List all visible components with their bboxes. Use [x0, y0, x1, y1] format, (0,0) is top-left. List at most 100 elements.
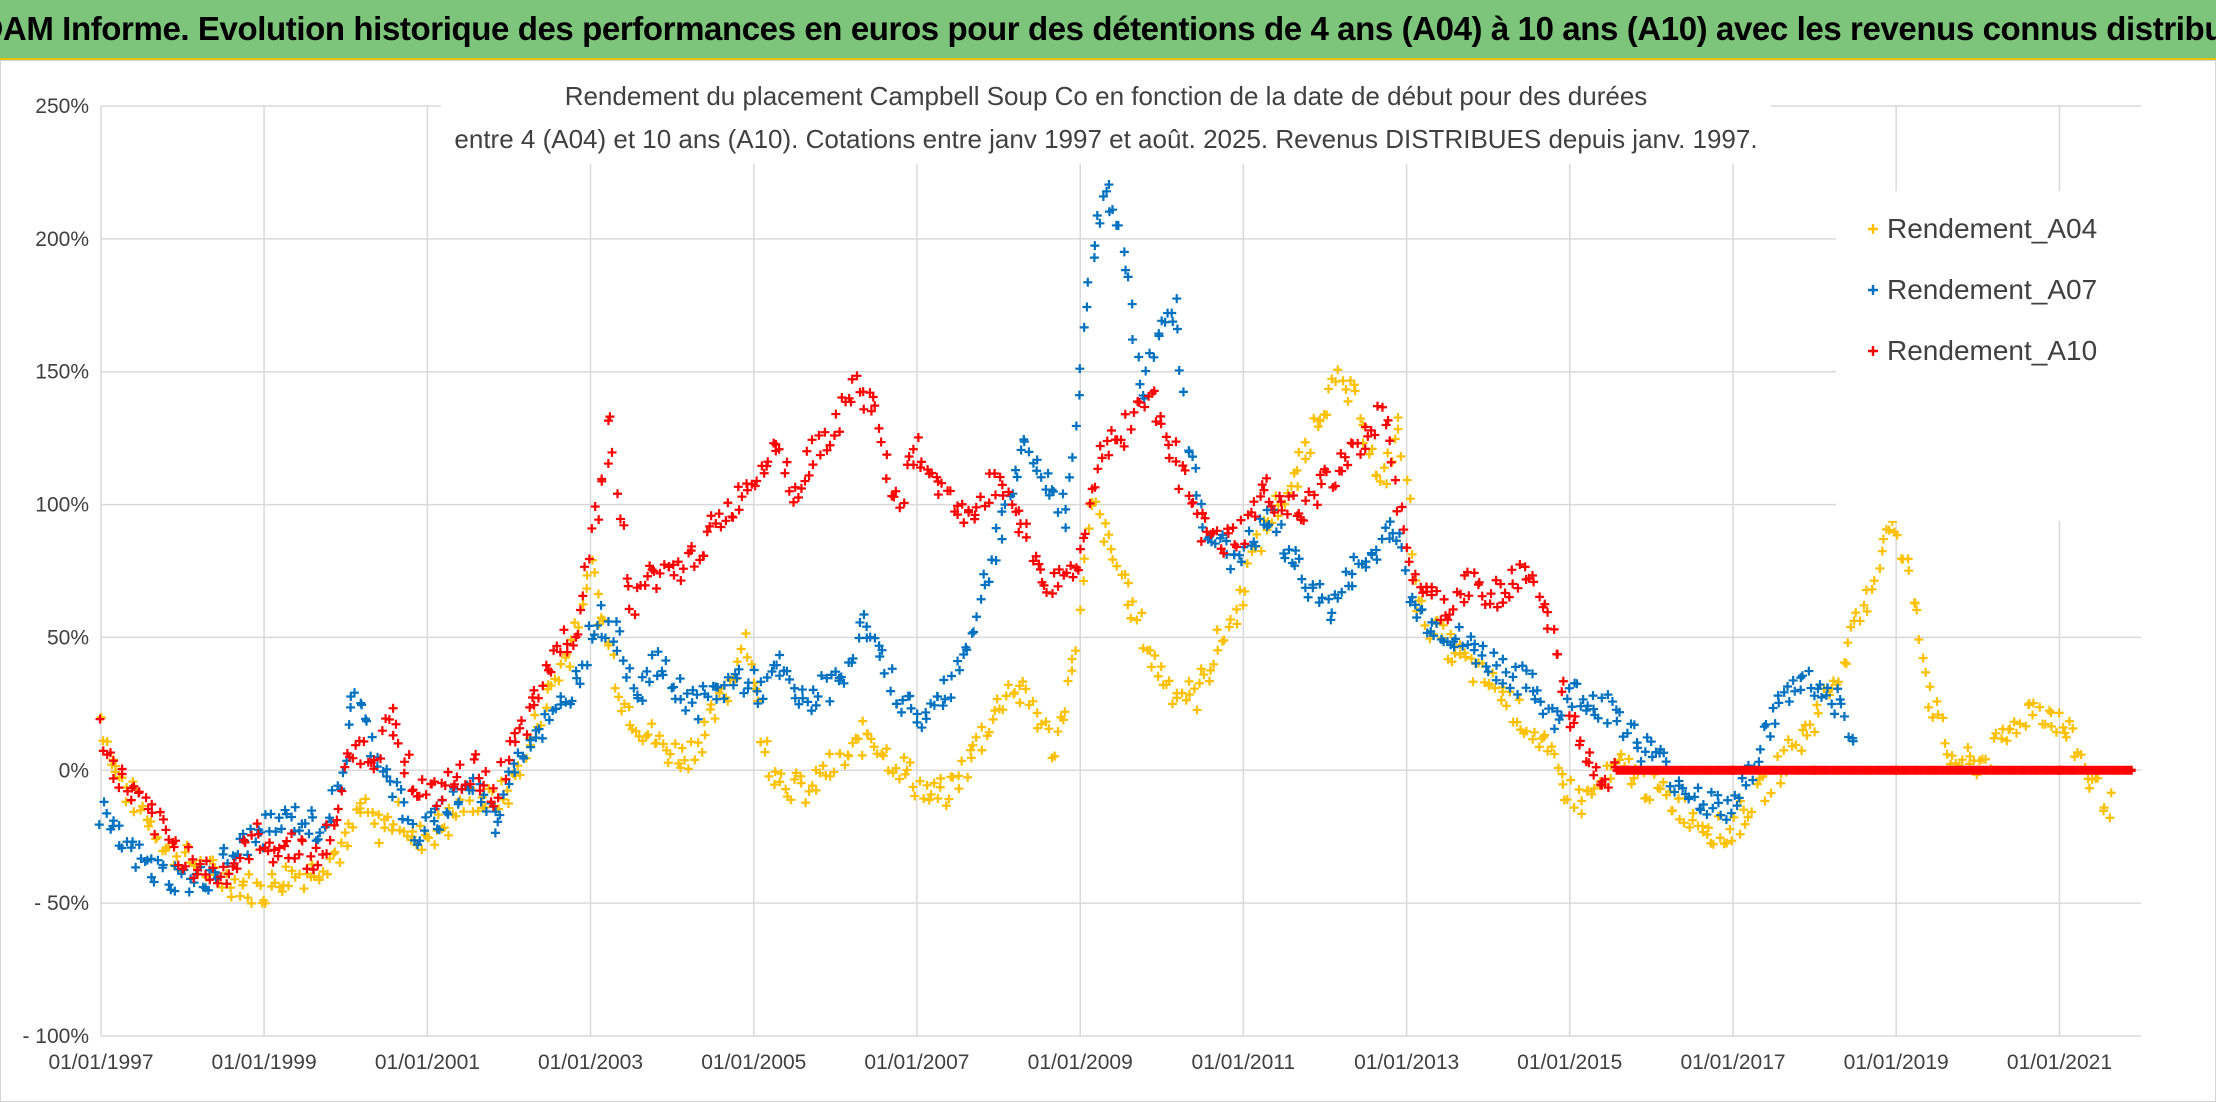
- data-point: [775, 671, 785, 681]
- data-point: [188, 854, 198, 864]
- data-point: [813, 692, 823, 702]
- data-point: [1084, 524, 1094, 534]
- legend-background: [1836, 191, 2166, 521]
- data-point: [230, 874, 240, 884]
- data-point: [1008, 489, 1018, 499]
- data-point: [1739, 805, 1749, 815]
- data-point: [1206, 665, 1216, 675]
- data-point: [1177, 688, 1187, 698]
- data-point: [127, 783, 137, 793]
- data-point: [2046, 721, 2056, 731]
- data-point: [1399, 525, 1409, 535]
- data-point: [141, 793, 151, 803]
- data-point: [1218, 530, 1228, 540]
- data-point: [329, 820, 339, 830]
- data-point: [998, 491, 1008, 501]
- data-point: [1280, 553, 1290, 563]
- data-point: [205, 875, 215, 885]
- data-point: [1053, 507, 1063, 517]
- data-point: [984, 577, 994, 587]
- data-point: [1315, 416, 1325, 426]
- data-point: [1511, 662, 1521, 672]
- data-point: [1690, 792, 1700, 802]
- data-point: [1698, 800, 1708, 810]
- data-point: [1171, 437, 1181, 447]
- data-point: [1085, 499, 1095, 509]
- data-point: [775, 650, 785, 660]
- data-point: [1370, 430, 1380, 440]
- data-point: [1862, 606, 1872, 616]
- data-point: [1071, 646, 1081, 656]
- data-point: [1812, 700, 1822, 710]
- data-point: [655, 568, 665, 578]
- data-point: [1102, 186, 1112, 196]
- data-point: [572, 673, 582, 683]
- data-point: [970, 510, 980, 520]
- data-point: [1255, 514, 1265, 524]
- data-point: [1120, 570, 1130, 580]
- data-point: [875, 651, 885, 661]
- data-point: [1564, 683, 1574, 693]
- data-point: [496, 757, 506, 767]
- data-point: [876, 437, 886, 447]
- data-point: [630, 610, 640, 620]
- data-point: [1034, 559, 1044, 569]
- data-point: [193, 865, 203, 875]
- data-point: [1164, 453, 1174, 463]
- data-point: [440, 780, 450, 790]
- data-point: [1080, 529, 1090, 539]
- data-point: [1196, 664, 1206, 674]
- data-point: [948, 772, 958, 782]
- data-point: [570, 618, 580, 628]
- data-point: [713, 682, 723, 692]
- data-point: [881, 474, 891, 484]
- data-point: [808, 685, 818, 695]
- data-point: [784, 674, 794, 684]
- data-point: [835, 749, 845, 759]
- data-point: [637, 672, 647, 682]
- data-point: [1997, 734, 2007, 744]
- data-point: [1224, 622, 1234, 632]
- data-point: [287, 866, 297, 876]
- data-point: [183, 842, 193, 852]
- data-point: [388, 730, 398, 740]
- data-point: [1589, 704, 1599, 714]
- data-point: [1547, 742, 1557, 752]
- data-point: [736, 644, 746, 654]
- data-point: [195, 859, 205, 869]
- data-point: [776, 769, 786, 779]
- data-point: [1123, 600, 1133, 610]
- data-point: [1301, 454, 1311, 464]
- data-point: [811, 785, 821, 795]
- data-point: [857, 750, 867, 760]
- data-point: [240, 837, 250, 847]
- data-point: [905, 758, 915, 768]
- data-point: [590, 568, 600, 578]
- data-point: [623, 581, 633, 591]
- data-point: [2084, 783, 2094, 793]
- data-point: [1011, 465, 1021, 475]
- data-point: [664, 562, 674, 572]
- data-point: [149, 877, 159, 887]
- data-point: [349, 688, 359, 698]
- data-point: [114, 821, 124, 831]
- data-point: [283, 881, 293, 891]
- data-point: [741, 629, 751, 639]
- scatter-chart: - 100% - 50% 0% 50% 100% 150% 200% 250% 01/01/1…: [22, 69, 2166, 1074]
- data-point: [474, 773, 484, 783]
- data-point: [1199, 670, 1209, 680]
- data-point: [1884, 525, 1894, 535]
- data-point: [663, 758, 673, 768]
- data-point: [1300, 437, 1310, 447]
- data-point: [1223, 528, 1233, 538]
- data-point: [1464, 591, 1474, 601]
- data-point: [1032, 466, 1042, 476]
- data-point: [846, 397, 856, 407]
- data-point: [297, 836, 307, 846]
- data-point: [1405, 597, 1415, 607]
- data-point: [1557, 769, 1567, 779]
- data-point: [1835, 694, 1845, 704]
- data-point: [465, 779, 475, 789]
- data-point: [732, 673, 742, 683]
- data-point: [1796, 685, 1806, 695]
